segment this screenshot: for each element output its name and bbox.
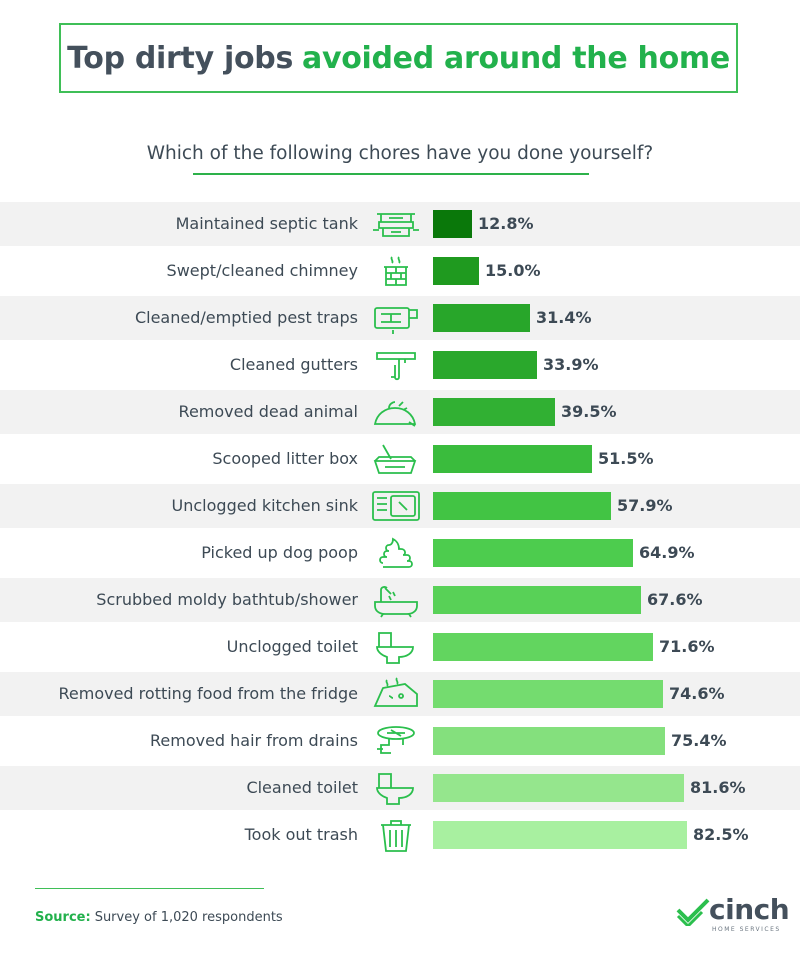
chart-row: Scrubbed moldy bathtub/shower 67.6% <box>0 578 800 622</box>
category-label: Scooped litter box <box>212 449 358 468</box>
chart-row: Swept/cleaned chimney 15.0% <box>0 249 800 293</box>
chart-row: Cleaned gutters 33.9% <box>0 343 800 387</box>
bar <box>433 680 663 708</box>
subtitle-underline <box>193 173 589 175</box>
title-part-2: avoided around the home <box>302 40 730 76</box>
value-label: 74.6% <box>669 684 725 703</box>
category-label: Scrubbed moldy bathtub/shower <box>96 590 358 609</box>
chart-row: Took out trash 82.5% <box>0 813 800 857</box>
bar <box>433 210 472 238</box>
value-label: 15.0% <box>485 261 541 280</box>
chart-row: Scooped litter box 51.5% <box>0 437 800 481</box>
dog-poop-icon <box>369 535 423 571</box>
title-part-1: Top dirty jobs <box>67 40 294 76</box>
category-label: Picked up dog poop <box>201 543 358 562</box>
bar <box>433 445 592 473</box>
chart-row: Removed rotting food from the fridge 74.6… <box>0 672 800 716</box>
gutter-icon <box>369 347 423 383</box>
kitchen-sink-icon <box>369 488 423 524</box>
cinch-logo: cinch HOME SERVICES <box>676 894 790 938</box>
chimney-icon <box>369 253 423 289</box>
bar <box>433 586 641 614</box>
chart-row: Removed hair from drains 75.4% <box>0 719 800 763</box>
septic-tank-icon <box>369 206 423 242</box>
chart-row: Cleaned/emptied pest traps 31.4% <box>0 296 800 340</box>
category-label: Cleaned/emptied pest traps <box>134 308 358 327</box>
chart-row: Unclogged toilet 71.6% <box>0 625 800 669</box>
value-label: 33.9% <box>543 355 599 374</box>
value-label: 31.4% <box>536 308 592 327</box>
bathtub-shower-icon <box>369 582 423 618</box>
value-label: 81.6% <box>690 778 746 797</box>
category-label: Unclogged toilet <box>226 637 358 656</box>
logo-check-icon <box>676 898 710 926</box>
title-box: Top dirty jobs avoided around the home <box>59 23 738 93</box>
bar <box>433 821 687 849</box>
litter-box-icon <box>369 441 423 477</box>
value-label: 82.5% <box>693 825 749 844</box>
dead-animal-icon <box>369 394 423 430</box>
value-label: 51.5% <box>598 449 654 468</box>
source-label: Source: <box>35 910 91 925</box>
value-label: 39.5% <box>561 402 617 421</box>
category-label: Cleaned gutters <box>229 355 358 374</box>
category-label: Maintained septic tank <box>175 214 358 233</box>
chart-row: Cleaned toilet 81.6% <box>0 766 800 810</box>
value-label: 57.9% <box>617 496 673 515</box>
value-label: 12.8% <box>478 214 534 233</box>
pest-trap-icon <box>369 300 423 336</box>
bar <box>433 774 684 802</box>
logo-wordmark: cinch <box>709 893 790 926</box>
bar <box>433 351 537 379</box>
bar <box>433 257 479 285</box>
chart-subtitle: Which of the following chores have you d… <box>146 143 654 164</box>
bar <box>433 633 653 661</box>
rotting-food-icon <box>369 676 423 712</box>
bar <box>433 727 665 755</box>
chart-row: Maintained septic tank 12.8% <box>0 202 800 246</box>
value-label: 71.6% <box>659 637 715 656</box>
category-label: Removed rotting food from the fridge <box>58 684 359 703</box>
toilet-icon <box>369 629 423 665</box>
drain-hair-icon <box>369 723 423 759</box>
chart-row: Removed dead animal 39.5% <box>0 390 800 434</box>
value-label: 64.9% <box>639 543 695 562</box>
trash-can-icon <box>369 817 423 853</box>
chart-row: Picked up dog poop 64.9% <box>0 531 800 575</box>
bar <box>433 304 530 332</box>
footer-divider <box>35 888 264 889</box>
category-label: Swept/cleaned chimney <box>166 261 358 280</box>
chart-row: Unclogged kitchen sink 57.9% <box>0 484 800 528</box>
logo-tagline: HOME SERVICES <box>712 926 781 933</box>
value-label: 67.6% <box>647 590 703 609</box>
bar <box>433 492 611 520</box>
category-label: Removed hair from drains <box>149 731 358 750</box>
source-note: Source: Survey of 1,020 respondents <box>35 910 283 925</box>
category-label: Took out trash <box>244 825 358 844</box>
source-text: Survey of 1,020 respondents <box>94 910 283 925</box>
bar <box>433 398 555 426</box>
category-label: Cleaned toilet <box>246 778 358 797</box>
category-label: Unclogged kitchen sink <box>171 496 358 515</box>
category-label: Removed dead animal <box>178 402 358 421</box>
bar <box>433 539 633 567</box>
value-label: 75.4% <box>671 731 727 750</box>
toilet-icon <box>369 770 423 806</box>
